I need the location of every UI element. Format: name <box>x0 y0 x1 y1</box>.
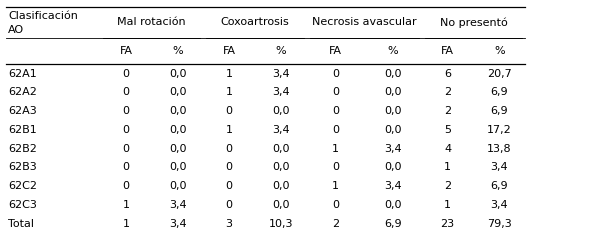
Text: 2: 2 <box>444 181 451 191</box>
Text: 0: 0 <box>123 106 129 116</box>
Text: 1: 1 <box>332 144 339 154</box>
Text: 0,0: 0,0 <box>272 200 290 210</box>
Text: 10,3: 10,3 <box>268 219 293 229</box>
Text: 0: 0 <box>226 200 232 210</box>
Text: No presentó: No presentó <box>439 17 507 27</box>
Text: %: % <box>388 46 398 56</box>
Text: 0: 0 <box>332 106 339 116</box>
Text: 0,0: 0,0 <box>272 106 290 116</box>
Text: 3,4: 3,4 <box>272 125 290 135</box>
Text: 1: 1 <box>123 200 129 210</box>
Text: 3,4: 3,4 <box>272 68 290 79</box>
Text: 0,0: 0,0 <box>384 68 402 79</box>
Text: 2: 2 <box>444 87 451 97</box>
Text: 0,0: 0,0 <box>169 87 186 97</box>
Text: Mal rotación: Mal rotación <box>117 17 186 27</box>
Text: 0,0: 0,0 <box>272 162 290 172</box>
Text: 0,0: 0,0 <box>169 181 186 191</box>
Text: 20,7: 20,7 <box>487 68 512 79</box>
Text: 1: 1 <box>444 200 451 210</box>
Text: FA: FA <box>120 46 132 56</box>
Text: 62C3: 62C3 <box>8 200 37 210</box>
Text: 6,9: 6,9 <box>490 181 508 191</box>
Text: 0: 0 <box>332 68 339 79</box>
Text: 1: 1 <box>226 125 232 135</box>
Text: 1: 1 <box>123 219 129 229</box>
Text: 0,0: 0,0 <box>272 181 290 191</box>
Text: 62B3: 62B3 <box>8 162 36 172</box>
Text: 0,0: 0,0 <box>169 144 186 154</box>
Text: 0: 0 <box>332 162 339 172</box>
Text: 62B1: 62B1 <box>8 125 36 135</box>
Text: 0: 0 <box>226 181 232 191</box>
Text: 1: 1 <box>226 68 232 79</box>
Text: 0: 0 <box>332 87 339 97</box>
Text: 3: 3 <box>226 219 232 229</box>
Text: 79,3: 79,3 <box>487 219 512 229</box>
Text: 1: 1 <box>226 87 232 97</box>
Text: FA: FA <box>441 46 454 56</box>
Text: 62A2: 62A2 <box>8 87 37 97</box>
Text: 0,0: 0,0 <box>384 87 402 97</box>
Text: 0,0: 0,0 <box>169 68 186 79</box>
Text: 0,0: 0,0 <box>384 125 402 135</box>
Text: 0,0: 0,0 <box>169 125 186 135</box>
Text: 6,9: 6,9 <box>490 106 508 116</box>
Text: 0: 0 <box>123 125 129 135</box>
Text: %: % <box>172 46 183 56</box>
Text: 0: 0 <box>123 162 129 172</box>
Text: 0: 0 <box>123 68 129 79</box>
Text: 62A1: 62A1 <box>8 68 36 79</box>
Text: AO: AO <box>8 25 24 35</box>
Text: FA: FA <box>329 46 342 56</box>
Text: 1: 1 <box>332 181 339 191</box>
Text: 4: 4 <box>444 144 451 154</box>
Text: %: % <box>276 46 286 56</box>
Text: 0: 0 <box>123 87 129 97</box>
Text: %: % <box>494 46 504 56</box>
Text: 0: 0 <box>332 125 339 135</box>
Text: 1: 1 <box>444 162 451 172</box>
Text: 62C2: 62C2 <box>8 181 37 191</box>
Text: 6,9: 6,9 <box>490 87 508 97</box>
Text: Coxoartrosis: Coxoartrosis <box>220 17 290 27</box>
Text: 0: 0 <box>226 144 232 154</box>
Text: 0,0: 0,0 <box>384 162 402 172</box>
Text: 3,4: 3,4 <box>169 200 186 210</box>
Text: 3,4: 3,4 <box>272 87 290 97</box>
Text: Necrosis avascular: Necrosis avascular <box>312 17 416 27</box>
Text: 3,4: 3,4 <box>490 200 508 210</box>
Text: 0: 0 <box>123 181 129 191</box>
Text: 62A3: 62A3 <box>8 106 36 116</box>
Text: 3,4: 3,4 <box>384 181 402 191</box>
Text: 3,4: 3,4 <box>169 219 186 229</box>
Text: 2: 2 <box>444 106 451 116</box>
Text: 2: 2 <box>332 219 339 229</box>
Text: 3,4: 3,4 <box>490 162 508 172</box>
Text: 0,0: 0,0 <box>384 200 402 210</box>
Text: 17,2: 17,2 <box>487 125 512 135</box>
Text: 6,9: 6,9 <box>384 219 402 229</box>
Text: 0,0: 0,0 <box>169 162 186 172</box>
Text: 62B2: 62B2 <box>8 144 37 154</box>
Text: 6: 6 <box>444 68 451 79</box>
Text: Clasificación: Clasificación <box>8 11 78 21</box>
Text: 0: 0 <box>332 200 339 210</box>
Text: 0: 0 <box>226 162 232 172</box>
Text: 0: 0 <box>123 144 129 154</box>
Text: FA: FA <box>223 46 236 56</box>
Text: 23: 23 <box>441 219 455 229</box>
Text: 0,0: 0,0 <box>384 106 402 116</box>
Text: 5: 5 <box>444 125 451 135</box>
Text: 13,8: 13,8 <box>487 144 512 154</box>
Text: 0,0: 0,0 <box>272 144 290 154</box>
Text: 3,4: 3,4 <box>384 144 402 154</box>
Text: 0,0: 0,0 <box>169 106 186 116</box>
Text: 0: 0 <box>226 106 232 116</box>
Text: Total: Total <box>8 219 34 229</box>
